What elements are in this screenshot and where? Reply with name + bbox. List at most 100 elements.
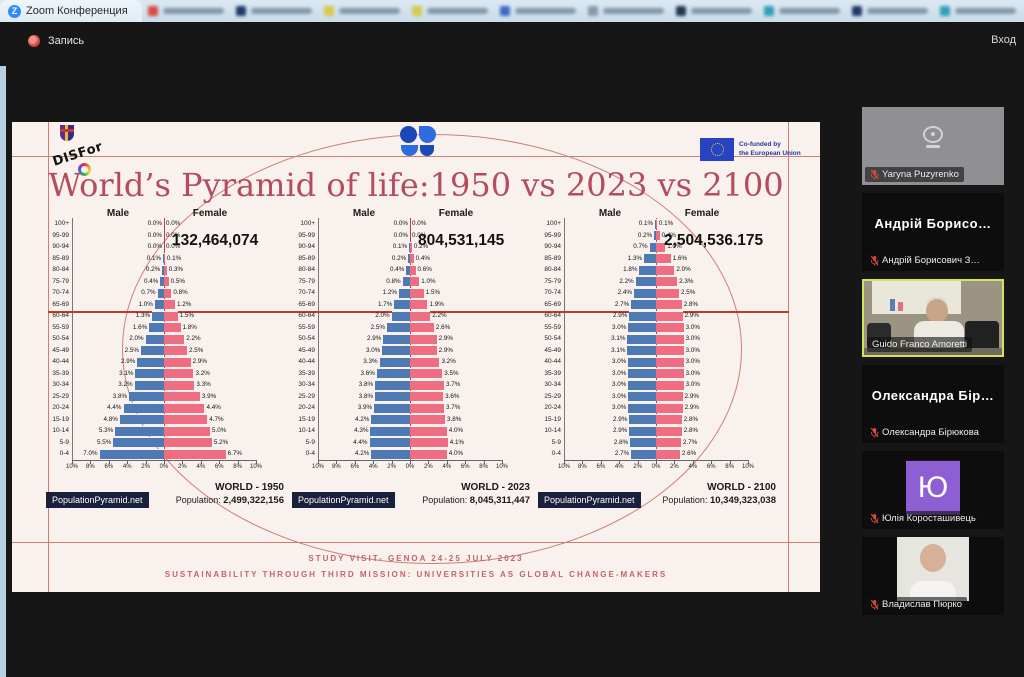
pyramid-chart: Male Female 2,504,536.175 100+ 0.1% 0.1% 95-99… (538, 196, 776, 508)
female-percent-label: 2.8% (683, 427, 699, 435)
male-percent-label: 0.0% (393, 231, 408, 239)
browser-tab[interactable] (406, 6, 494, 16)
x-axis-tick (164, 460, 165, 464)
female-bar (656, 310, 683, 321)
age-label: 30-34 (544, 381, 561, 389)
female-bar (410, 368, 443, 379)
participant-tile[interactable]: Андрій Борисо… Андрій Борисович З… (862, 193, 1004, 271)
participant-name-label: Владислав Пюрко (865, 597, 968, 612)
tab-favicon-icon (147, 6, 158, 16)
female-bar (410, 333, 437, 344)
female-bar (656, 333, 684, 344)
female-half: 1.5% (164, 310, 256, 321)
female-bar (656, 437, 681, 448)
male-half: 0.0% (72, 219, 164, 229)
population-line: Population: 2,499,322,156 (176, 494, 284, 508)
male-bar (406, 264, 410, 275)
browser-tab[interactable] (230, 6, 318, 16)
x-axis-tick (72, 460, 73, 464)
x-axis-tick (582, 460, 584, 464)
male-percent-label: 3.9% (357, 404, 373, 412)
browser-tab[interactable] (846, 6, 934, 16)
x-axis-tick-label: 6% (596, 463, 606, 470)
age-label: 100+ (300, 220, 315, 228)
pyramid-rows: 100+ 0.0% 0.0% 95-99 0.0% 0.0% 90-94 0.1% 0.2% 85… (292, 218, 530, 460)
female-percent-label: 1.5% (425, 289, 441, 297)
browser-tab[interactable] (934, 6, 1022, 16)
pyramid-caption: WORLD - 2023 Population: 8,045,311,447 (422, 481, 530, 508)
male-percent-label: 2.8% (613, 438, 629, 446)
female-bar (656, 276, 678, 287)
male-header: Male (352, 208, 376, 219)
browser-tab[interactable] (494, 6, 582, 16)
female-half: 2.9% (656, 391, 748, 402)
browser-tab-zoom[interactable]: Z Zoom Конференция (0, 0, 142, 22)
female-percent-label: 2.5% (189, 346, 204, 354)
male-percent-label: 3.0% (366, 346, 381, 354)
age-label: 5-9 (305, 438, 315, 446)
male-percent-label: 4.2% (355, 450, 370, 458)
male-half: 2.9% (564, 310, 656, 321)
tab-title-placeholder (690, 8, 752, 14)
male-bar (154, 299, 164, 310)
female-bar (656, 402, 683, 413)
y-axis-line (318, 218, 319, 460)
male-percent-label: 1.8% (623, 266, 638, 274)
male-half: 3.0% (564, 322, 656, 333)
male-half: 3.0% (564, 402, 656, 413)
participant-name: Олександра Бірюкова (882, 427, 979, 438)
female-bar (410, 299, 428, 310)
female-percent-label: 1.6% (672, 254, 688, 262)
female-half: 3.2% (164, 368, 256, 379)
female-percent-label: 0.0% (166, 243, 181, 251)
female-percent-label: 1.9% (429, 300, 444, 308)
male-bar (630, 437, 656, 448)
male-percent-label: 3.0% (612, 323, 627, 331)
browser-tab[interactable] (318, 6, 406, 16)
male-percent-label: 0.1% (146, 254, 162, 262)
participant-tile[interactable]: Олександра Бір… Олександра Бірюкова (862, 365, 1004, 443)
male-bar (137, 356, 164, 367)
female-percent-label: 3.0% (685, 358, 700, 366)
male-percent-label: 2.7% (614, 450, 630, 458)
participant-tile[interactable]: Владислав Пюрко (862, 537, 1004, 615)
female-half: 2.9% (164, 356, 256, 367)
tab-title-placeholder (602, 8, 664, 14)
participant-tile[interactable]: Guido Franco Amoretti (862, 279, 1004, 357)
male-percent-label: 0.1% (392, 243, 408, 251)
browser-tab[interactable] (670, 6, 758, 16)
male-bar (655, 218, 656, 229)
participant-tile[interactable]: Ю Юлія Коросташивець (862, 451, 1004, 529)
pyramid-row: 50-54 2.0% 2.2% (46, 333, 284, 345)
pyramid-rows: 100+ 0.1% 0.1% 95-99 0.2% 0.4% 90-94 0.7% 1.0% 85… (538, 218, 776, 460)
browser-tab[interactable] (758, 6, 846, 16)
participant-tile[interactable]: Yaryna Puzyrenko (862, 107, 1004, 185)
female-half: 1.6% (656, 253, 748, 264)
age-label: 70-74 (52, 289, 69, 297)
browser-tab[interactable] (142, 6, 230, 16)
pyramid-row: 90-94 0.7% 1.0% (538, 241, 776, 253)
female-bar (164, 287, 172, 298)
pyramid-row: 30-34 3.2% 3.3% (46, 379, 284, 391)
pyramid-footer: PopulationPyramid.net WORLD - 2023 Populat… (292, 481, 530, 508)
pyramid-row: 0-4 2.7% 2.6% (538, 448, 776, 460)
signin-link[interactable]: Вход (991, 34, 1016, 46)
female-half: 3.0% (656, 356, 748, 367)
female-percent-label: 3.7% (446, 404, 461, 412)
female-bar (656, 230, 660, 241)
female-half: 3.7% (410, 379, 502, 390)
x-axis-tick-label: 4% (688, 463, 698, 470)
tab-favicon-icon (235, 6, 246, 16)
browser-tab[interactable] (582, 6, 670, 16)
female-header: Female (684, 208, 720, 219)
x-axis-tick-label: 6% (214, 463, 224, 470)
x-axis-tick (354, 460, 356, 464)
male-half: 0.7% (564, 241, 656, 252)
female-bar (164, 253, 165, 264)
female-bar (164, 299, 176, 310)
age-label: 10-14 (544, 427, 561, 435)
female-bar (410, 448, 447, 459)
female-half: 5.0% (164, 425, 256, 436)
female-percent-label: 2.0% (676, 266, 691, 274)
male-half: 0.1% (72, 253, 164, 264)
